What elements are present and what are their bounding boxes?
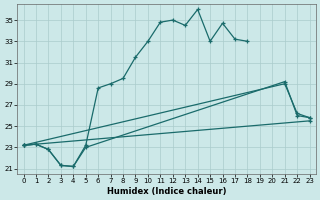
- X-axis label: Humidex (Indice chaleur): Humidex (Indice chaleur): [107, 187, 226, 196]
